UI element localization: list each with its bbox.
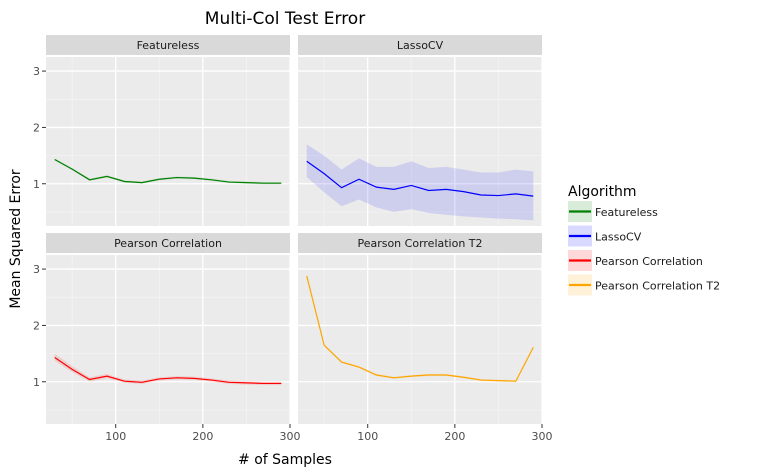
legend-item-pearson-correlation: Pearson Correlation (568, 250, 703, 271)
legend-label: Pearson Correlation T2 (595, 280, 720, 293)
y-tick-label: 1 (33, 376, 40, 389)
series-line-featureless (54, 159, 282, 184)
legend: Algorithm Featureless LassoCV Pearson Corr… (568, 184, 720, 296)
x-tick-label: 100 (357, 430, 378, 443)
legend-label: Pearson Correlation (595, 255, 703, 268)
facet-strip-label: Pearson Correlation (114, 237, 222, 250)
y-tick-label: 3 (33, 263, 40, 276)
plot-background (46, 255, 290, 424)
facet-strip (298, 35, 542, 55)
legend-item-lassocv: LassoCV (568, 225, 642, 247)
facet-strip (46, 35, 290, 55)
y-tick-label: 1 (33, 178, 40, 191)
facet-panel-lassocv: LassoCV (298, 35, 543, 226)
facet-strip (46, 233, 290, 253)
facet-panel-featureless: Featureless 1 2 3 (33, 35, 291, 226)
legend-label: LassoCV (595, 231, 642, 244)
y-tick-label: 3 (33, 65, 40, 78)
legend-label: Featureless (595, 206, 658, 219)
chart-title: Multi-Col Test Error (205, 9, 365, 29)
facet-strip-label: Featureless (137, 39, 200, 52)
plot-background (46, 57, 290, 226)
y-tick-label: 2 (33, 319, 40, 332)
series-line-pearson-correlation (54, 357, 282, 385)
x-axis-label: # of Samples (238, 452, 332, 468)
x-tick-label: 200 (192, 430, 213, 443)
facet-panel-pearson-correlation-t2: Pearson Correlation T2 100 200 300 (298, 233, 553, 443)
plot-background (298, 57, 542, 226)
legend-item-pearson-correlation-t2: Pearson Correlation T2 (568, 274, 720, 296)
y-axis-label: Mean Squared Error (8, 169, 24, 309)
y-tick-label: 2 (33, 121, 40, 134)
facet-panel-pearson-correlation: Pearson Correlation 1 2 3 100 200 300 (33, 233, 301, 443)
x-tick-label: 300 (532, 430, 553, 443)
facet-strip (298, 233, 542, 253)
x-tick-label: 200 (444, 430, 465, 443)
confidence-band-lassocv (306, 144, 534, 221)
x-tick-label: 100 (105, 430, 126, 443)
series-line-lassocv (306, 160, 534, 197)
legend-item-featureless: Featureless (568, 201, 658, 222)
x-tick-label: 300 (280, 430, 301, 443)
series-line-pearson-correlation-t2 (306, 275, 534, 382)
facet-panels: Featureless 1 2 3 LassoCV Pearson Correlation… (33, 35, 553, 443)
plot-background (298, 255, 542, 424)
legend-title: Algorithm (568, 184, 637, 200)
facet-strip-label: Pearson Correlation T2 (357, 237, 482, 250)
facet-strip-label: LassoCV (397, 39, 444, 52)
